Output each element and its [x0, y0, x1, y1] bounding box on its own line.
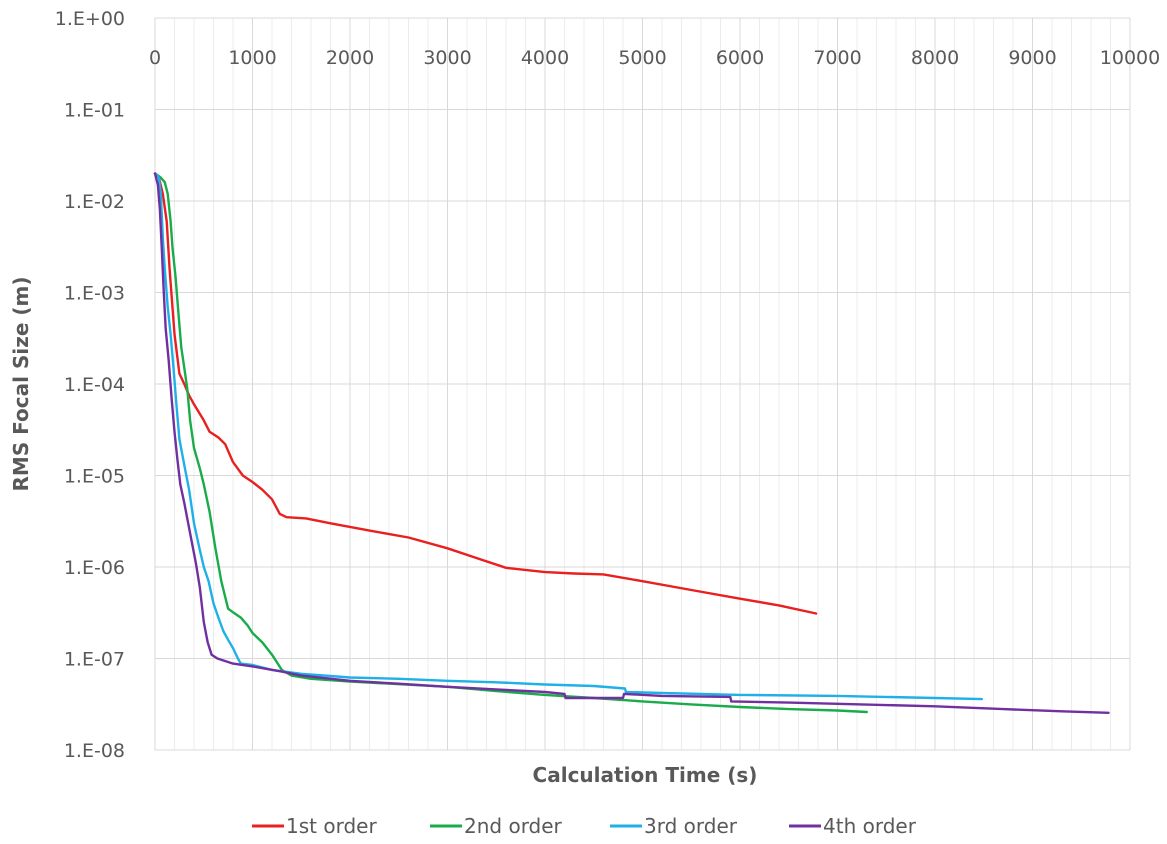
x-tick-label: 0 — [149, 47, 161, 69]
legend-label-3rd-order: 3rd order — [644, 814, 738, 838]
series-lines — [153, 172, 1110, 714]
x-tick-label: 4000 — [521, 47, 569, 69]
plot-area-frame — [154, 17, 1131, 751]
x-tick-label: 1000 — [228, 47, 276, 69]
legend-label-1st-order: 1st order — [286, 814, 377, 838]
y-tick-label: 1.E+00 — [55, 8, 125, 30]
y-tick-label: 1.E-03 — [64, 283, 125, 305]
x-tick-label: 5000 — [618, 47, 666, 69]
y-tick-label: 1.E-08 — [64, 740, 125, 762]
x-tick-label: 6000 — [716, 47, 764, 69]
y-tick-label: 1.E-07 — [64, 649, 125, 671]
series-line-4th-order — [153, 172, 1110, 714]
x-axis-title: Calculation Time (s) — [533, 763, 758, 787]
legend-label-4th-order: 4th order — [823, 814, 917, 838]
x-tick-labels: 0 1000 2000 3000 4000 5000 6000 7000 8000 9000 100… — [149, 47, 1160, 69]
y-tick-label: 1.E-06 — [64, 557, 125, 579]
y-tick-label: 1.E-02 — [64, 191, 125, 213]
y-tick-label: 1.E-01 — [64, 100, 125, 122]
legend: 1st order 2nd order 3rd order 4th order — [252, 814, 917, 838]
x-tick-label: 2000 — [326, 47, 374, 69]
y-axis-title: RMS Focal Size (m) — [9, 277, 33, 492]
y-tick-labels: 1.E+00 1.E-01 1.E-02 1.E-03 1.E-04 1.E-05 1.E-… — [55, 8, 125, 762]
y-tick-label: 1.E-04 — [64, 374, 125, 396]
series-line-3rd-order — [153, 172, 983, 701]
y-tick-label: 1.E-05 — [64, 466, 125, 488]
x-tick-label: 10000 — [1100, 47, 1160, 69]
legend-label-2nd-order: 2nd order — [464, 814, 563, 838]
series-line-1st-order — [153, 172, 818, 615]
x-tick-label: 8000 — [911, 47, 959, 69]
x-tick-label: 3000 — [423, 47, 471, 69]
x-tick-label: 7000 — [813, 47, 861, 69]
series-line-2nd-order — [153, 172, 868, 714]
major-gridlines — [155, 18, 1130, 750]
x-tick-label: 9000 — [1008, 47, 1056, 69]
